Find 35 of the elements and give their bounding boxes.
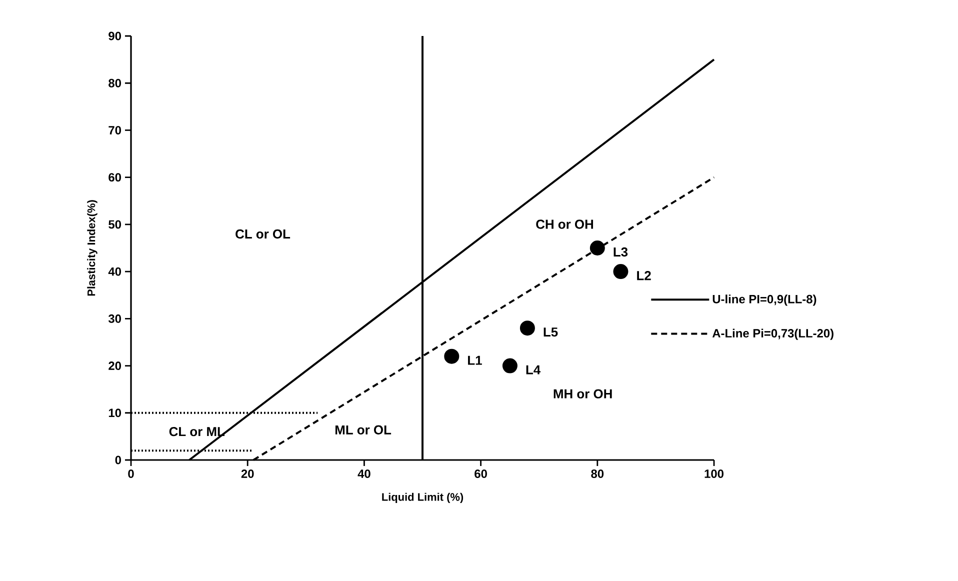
point [613,264,628,280]
y-tick-label: 70 [108,126,121,134]
y-tick-label: 0 [115,456,121,464]
series-label: L3 [614,247,628,257]
y-tick-label: 30 [108,314,121,323]
point [520,320,535,336]
x-tick-label: 40 [358,470,370,478]
y-tick-label: 20 [108,362,121,370]
annotation: CH or OH [536,220,594,229]
x-tick-label: 80 [591,470,604,478]
annotation: CL or ML [169,427,225,436]
point [502,358,518,374]
x-tick-label: 0 [128,470,134,478]
legend-label: A-Line Pi=0,73(LL-20) [712,328,834,340]
series-label: L4 [526,365,541,374]
annotation: MH or OH [554,389,612,398]
series-label: L1 [468,356,482,365]
x-tick-label: 20 [241,470,254,478]
y-tick-label: 80 [108,78,121,88]
point [444,348,460,364]
annotation: ML or OL [335,425,392,434]
y-tick-label: 40 [108,267,121,276]
y-tick-label: 90 [108,32,121,40]
x-axis-title: Liquid Limit (%) [382,492,464,504]
point [590,240,605,256]
x-tick-label: 100 [704,470,724,478]
y-tick-label: 50 [108,220,121,229]
legend-label: U-line PI=0,9(LL-8) [712,294,816,306]
series-label: L5 [544,328,558,337]
annotation: CL or OL [236,229,290,239]
series-label: L2 [637,271,651,280]
x-tick-label: 60 [474,470,487,478]
y-tick-label: 10 [108,408,121,418]
y-axis-title: Plasticity Index(%) [87,200,98,296]
y-tick-label: 60 [108,173,121,182]
